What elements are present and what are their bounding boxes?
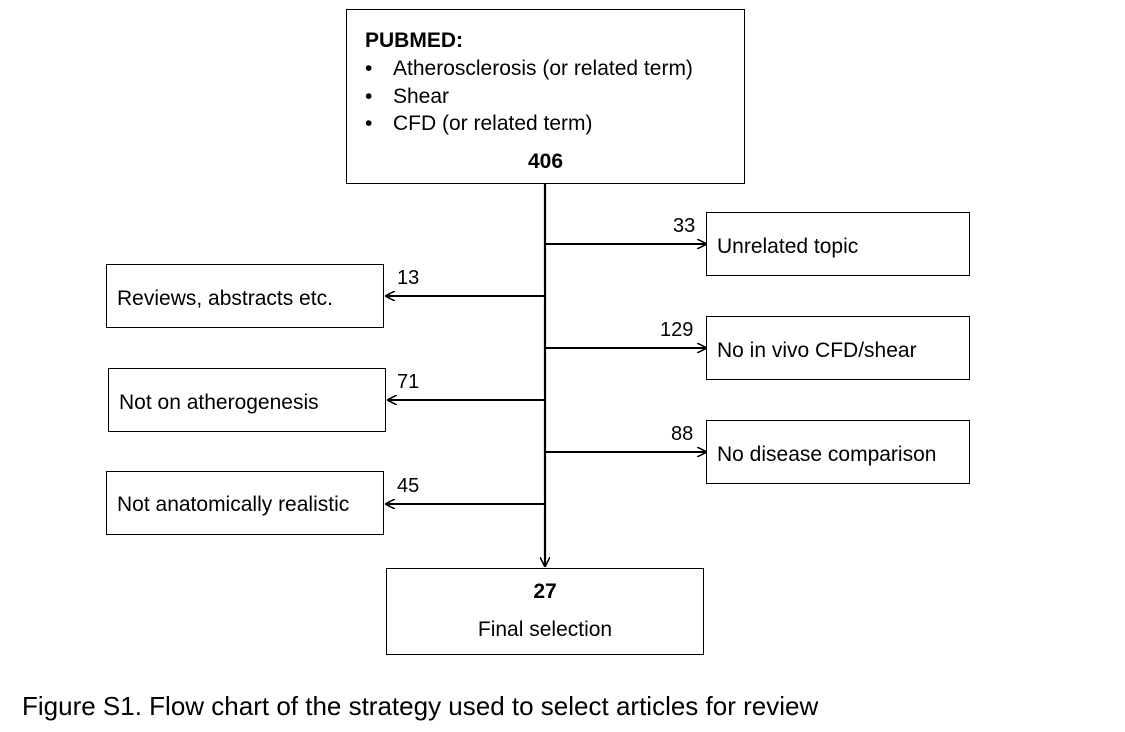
bullet-icon: • <box>365 85 373 108</box>
final-selection-box: 27 Final selection <box>386 568 704 655</box>
figure-caption: Figure S1. Flow chart of the strategy us… <box>22 691 819 721</box>
final-count: 27 <box>533 580 557 603</box>
exclusion-label: No disease comparison <box>717 443 937 466</box>
search-term-2: • Shear <box>365 86 449 107</box>
bullet-icon: • <box>365 112 373 135</box>
exclusion-box-no-disease-comparison: No disease comparison <box>706 420 970 484</box>
source-count: 406 <box>527 150 564 173</box>
search-term-label: Shear <box>393 85 450 108</box>
exclusion-box-unrelated-topic: Unrelated topic <box>706 212 970 276</box>
pubmed-title: PUBMED: <box>365 29 463 52</box>
search-term-label: Atherosclerosis (or related term) <box>393 57 693 80</box>
exclusion-box-not-on-atherogenesis: Not on atherogenesis <box>108 368 386 432</box>
exclusion-count-reviews-abstracts: 13 <box>397 267 420 289</box>
exclusion-count-no-disease-comparison: 88 <box>671 423 694 445</box>
exclusion-label: Reviews, abstracts etc. <box>117 287 333 310</box>
exclusion-label: Not anatomically realistic <box>117 493 350 516</box>
exclusion-box-reviews-abstracts: Reviews, abstracts etc. <box>106 264 384 328</box>
search-term-3: • CFD (or related term) <box>365 113 593 134</box>
exclusion-count-not-anatomically-realistic: 45 <box>397 475 420 497</box>
exclusion-label: No in vivo CFD/shear <box>717 339 917 362</box>
exclusion-box-not-anatomically-realistic: Not anatomically realistic <box>106 471 384 535</box>
final-label: Final selection <box>477 618 613 641</box>
exclusion-count-not-on-atherogenesis: 71 <box>397 371 420 393</box>
search-term-label: CFD (or related term) <box>393 112 593 135</box>
exclusion-box-no-in-vivo: No in vivo CFD/shear <box>706 316 970 380</box>
exclusion-count-no-in-vivo: 129 <box>660 319 694 341</box>
bullet-icon: • <box>365 57 373 80</box>
search-term-1: • Atherosclerosis (or related term) <box>365 58 693 79</box>
pubmed-source-box: PUBMED: • Atherosclerosis (or related ter… <box>346 9 745 184</box>
exclusion-count-unrelated-topic: 33 <box>673 215 696 237</box>
exclusion-label: Not on atherogenesis <box>119 391 319 414</box>
exclusion-label: Unrelated topic <box>717 235 859 258</box>
